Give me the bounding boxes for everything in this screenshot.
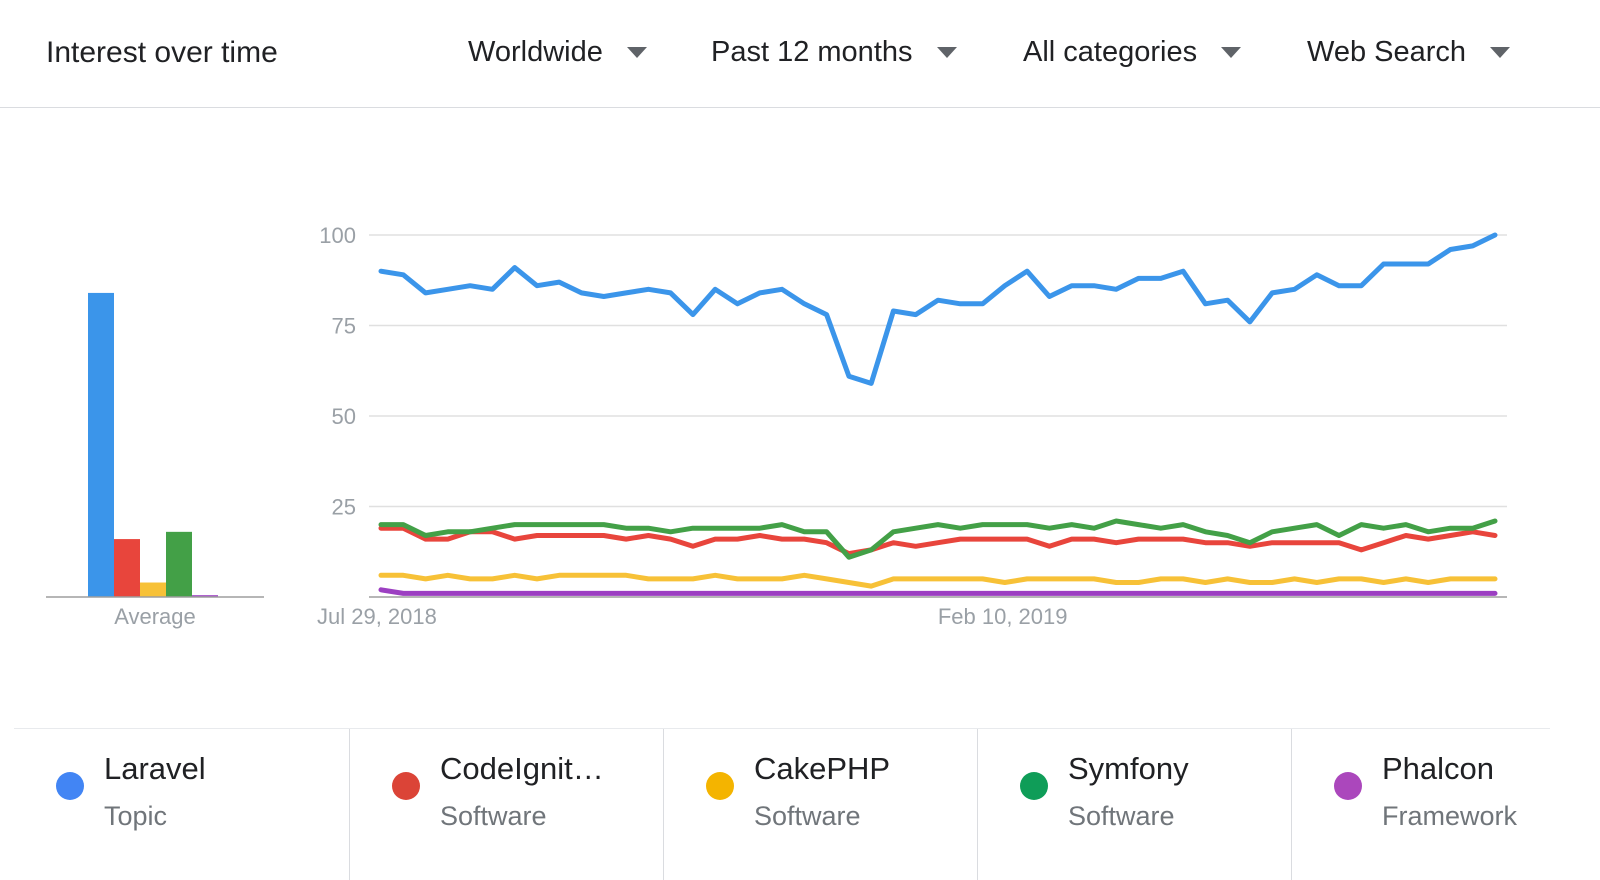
y-tick-label: 100 [319, 223, 356, 248]
caret-down-icon [936, 46, 957, 58]
geo-filter-label: Worldwide [468, 35, 603, 68]
legend-item[interactable]: CodeIgnit… Software [350, 729, 664, 880]
legend-term: Symfony [1068, 751, 1189, 786]
property-filter-dropdown[interactable]: Web Search [1307, 32, 1511, 72]
caret-down-icon [1490, 46, 1511, 58]
average-bar-laravel [88, 292, 114, 597]
legend: Laravel Topic CodeIgnit… Software CakePHP Sof… [14, 728, 1550, 880]
legend-term-type: Software [440, 801, 547, 831]
legend-term-type: Software [1068, 801, 1175, 831]
average-bar-cakephp [140, 582, 166, 597]
legend-item[interactable]: CakePHP Software [664, 729, 978, 880]
series-line-symfony [378, 518, 1498, 560]
series-dot-icon [1020, 772, 1048, 800]
legend-term: Phalcon [1382, 751, 1495, 786]
legend-item[interactable]: Laravel Topic [14, 729, 350, 880]
series-line-phalcon [378, 587, 1498, 596]
time-filter-label: Past 12 months [711, 35, 913, 68]
series-line-codeigniter [378, 525, 1498, 557]
series-dot-icon [706, 772, 734, 800]
geo-filter-dropdown[interactable]: Worldwide [468, 32, 647, 72]
caret-down-icon [626, 46, 647, 58]
average-bar-chart: Average [46, 292, 264, 629]
time-filter-dropdown[interactable]: Past 12 months [711, 32, 957, 72]
interest-chart[interactable]: Average 100 75 50 25 Jul 29, 2018 Feb 10, 201… [0, 110, 1600, 670]
legend-term-type: Framework [1382, 801, 1518, 831]
average-bar-codeigniter [114, 539, 140, 597]
legend-item[interactable]: Phalcon Framework [1292, 729, 1550, 880]
average-bar-phalcon [192, 595, 218, 597]
legend-term-type: Topic [104, 801, 168, 831]
legend-term: CodeIgnit… [440, 751, 604, 786]
series-dot-icon [392, 772, 420, 800]
legend-term: CakePHP [754, 751, 891, 786]
x-tick-label: Feb 10, 2019 [938, 604, 1068, 629]
series-dot-icon [1334, 772, 1362, 800]
category-filter-dropdown[interactable]: All categories [1023, 32, 1242, 72]
legend-item[interactable]: Symfony Software [978, 729, 1292, 880]
category-filter-label: All categories [1023, 35, 1198, 68]
y-tick-label: 50 [332, 404, 356, 429]
series-dot-icon [56, 772, 84, 800]
series-line-cakephp [378, 572, 1498, 589]
caret-down-icon [1221, 46, 1242, 58]
legend-term-type: Software [754, 801, 861, 831]
average-bar-symfony [166, 531, 192, 597]
average-label: Average [114, 604, 196, 629]
property-filter-label: Web Search [1307, 35, 1467, 68]
chart-title: Interest over time [46, 36, 278, 69]
legend-term: Laravel [104, 751, 206, 786]
y-tick-label: 75 [332, 314, 356, 339]
series-line-laravel [378, 232, 1498, 386]
x-tick-label: Jul 29, 2018 [317, 604, 437, 629]
chart-header: Interest over time Worldwide Past 12 mon… [0, 0, 1600, 108]
interest-line-chart: 100 75 50 25 Jul 29, 2018 Feb 10, 2019 [317, 223, 1507, 629]
y-tick-label: 25 [332, 495, 356, 520]
